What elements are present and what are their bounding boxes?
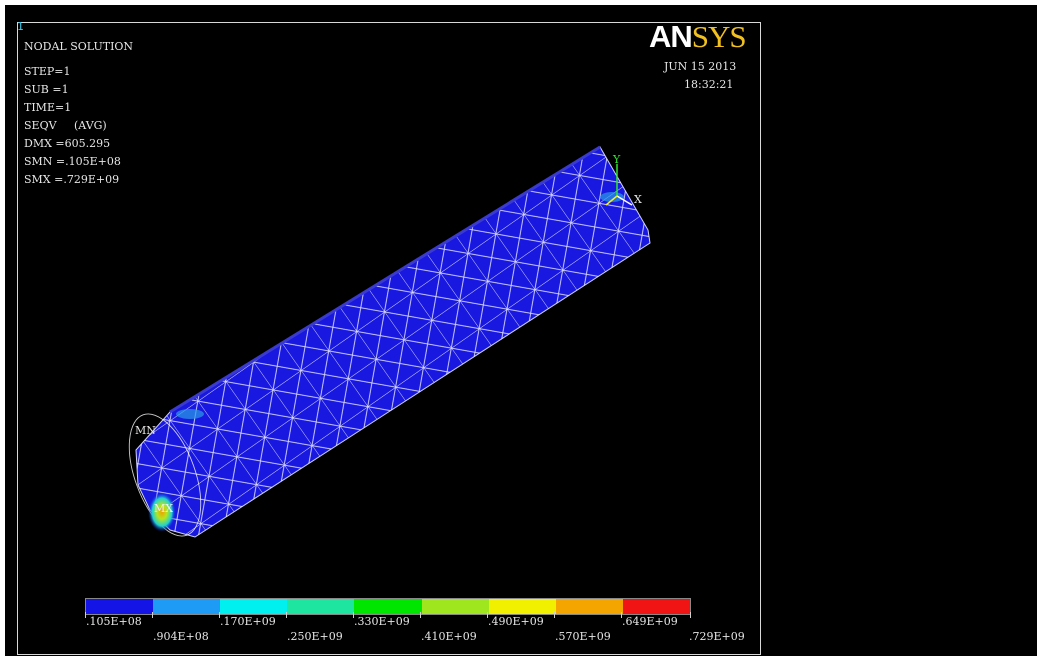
cylinder-model	[128, 145, 651, 538]
graphics-viewport[interactable]	[5, 5, 1037, 656]
legend-tick	[487, 612, 488, 618]
plot-frame	[17, 22, 761, 655]
stress-hotspot	[148, 492, 176, 532]
legend-band-6	[421, 599, 489, 614]
legend-label-top: .105E+08	[86, 615, 142, 628]
logo-part2: SYS	[691, 19, 747, 54]
logo-part1: AN	[649, 19, 693, 54]
legend-tick	[420, 612, 421, 618]
legend-label-top: .170E+09	[220, 615, 276, 628]
legend-band-2	[153, 599, 221, 614]
plot-title: NODAL SOLUTION	[24, 40, 134, 53]
legend-label-top: .490E+09	[488, 615, 544, 628]
legend-tick	[85, 612, 86, 618]
ansys-logo: ANSYS	[649, 20, 759, 54]
legend-tick	[690, 612, 691, 618]
max-marker: MX	[154, 502, 174, 515]
info-sub: SUB =1	[24, 83, 69, 96]
legend-band-3	[220, 599, 288, 614]
info-dmx: DMX =605.295	[24, 137, 111, 150]
legend-label-bottom: .904E+08	[153, 630, 209, 643]
window-number: 1	[17, 20, 24, 33]
info-step: STEP=1	[24, 65, 71, 78]
plot-date: JUN 15 2013	[664, 60, 737, 73]
legend-band-9	[622, 599, 690, 614]
legend-band-4	[287, 599, 355, 614]
axis-x-label: X	[634, 193, 642, 206]
legend-band-8	[555, 599, 623, 614]
legend-band-7	[488, 599, 556, 614]
info-smx: SMX =.729E+09	[24, 173, 120, 186]
plot-time: 18:32:21	[684, 78, 734, 91]
legend-label-bottom: .729E+09	[689, 630, 745, 643]
legend-label-top: .330E+09	[354, 615, 410, 628]
legend-band-5	[354, 599, 422, 614]
axis-y-label: Y	[613, 153, 621, 166]
contour-legend-bar	[85, 598, 691, 615]
axis-triad	[605, 164, 633, 206]
legend-label-bottom: .570E+09	[555, 630, 611, 643]
legend-tick	[621, 612, 622, 618]
min-marker: MN	[135, 424, 156, 437]
legend-tick	[152, 612, 153, 618]
legend-tick	[219, 612, 220, 618]
legend-label-bottom: .250E+09	[287, 630, 343, 643]
legend-label-top: .649E+09	[622, 615, 678, 628]
legend-band-1	[86, 599, 154, 614]
legend-tick	[554, 612, 555, 618]
info-seqv: SEQV (AVG)	[24, 119, 107, 132]
legend-label-bottom: .410E+09	[421, 630, 477, 643]
info-smn: SMN =.105E+08	[24, 155, 121, 168]
legend-tick	[286, 612, 287, 618]
info-time: TIME=1	[24, 101, 72, 114]
legend-tick	[353, 612, 354, 618]
